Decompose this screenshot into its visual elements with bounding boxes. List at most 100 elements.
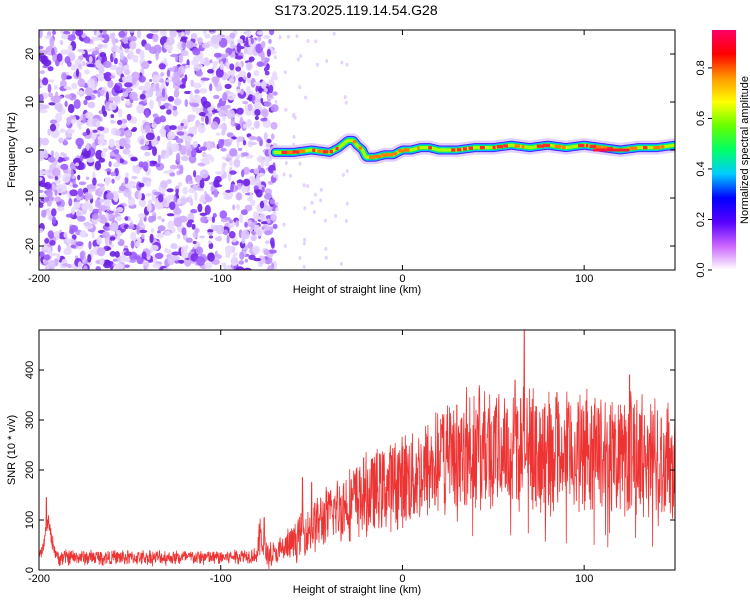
ridge-peak xyxy=(329,150,333,154)
noise-blob xyxy=(47,83,52,93)
noise-blob xyxy=(93,30,97,36)
noise-blob xyxy=(140,61,150,70)
noise-blob xyxy=(39,70,46,74)
noise-blob xyxy=(124,82,133,88)
noise-blob xyxy=(151,194,156,202)
noise-blob xyxy=(268,38,272,44)
noise-blob xyxy=(39,170,45,175)
noise-blob xyxy=(170,143,180,153)
figure-title: S173.2025.119.14.54.G28 xyxy=(274,2,437,18)
noise-blob xyxy=(207,229,214,233)
y-tick-label: 300 xyxy=(24,411,36,429)
noise-blob xyxy=(52,216,57,225)
noise-blob xyxy=(75,68,80,78)
noise-blob xyxy=(252,245,261,255)
noise-blob xyxy=(224,83,232,89)
noise-blob xyxy=(48,235,54,239)
noise-blob xyxy=(102,30,107,36)
noise-blob xyxy=(343,95,347,100)
noise-blob xyxy=(310,200,314,205)
noise-blob xyxy=(136,254,144,265)
noise-blob xyxy=(172,85,179,89)
noise-blob xyxy=(156,233,164,239)
noise-blob xyxy=(167,220,175,230)
noise-blob xyxy=(39,251,45,258)
noise-blob xyxy=(282,172,286,177)
noise-blob xyxy=(159,105,166,110)
noise-blob xyxy=(272,71,278,79)
noise-blob xyxy=(69,189,78,197)
noise-blob xyxy=(189,180,194,184)
noise-blob xyxy=(71,206,76,215)
noise-blob xyxy=(241,230,250,240)
noise-blob xyxy=(178,259,185,264)
noise-blob xyxy=(253,257,262,262)
noise-blob xyxy=(113,194,119,203)
noise-blob xyxy=(244,46,248,55)
noise-blob xyxy=(226,234,230,244)
noise-blob xyxy=(149,79,153,82)
noise-blob xyxy=(213,179,220,188)
noise-blob xyxy=(275,174,279,179)
noise-blob xyxy=(124,129,133,139)
noise-blob xyxy=(228,231,236,239)
noise-blob xyxy=(200,77,210,81)
noise-blob xyxy=(247,219,253,225)
noise-blob xyxy=(192,47,201,56)
noise-blob xyxy=(266,48,271,57)
noise-blob xyxy=(108,161,112,168)
noise-blob xyxy=(130,232,137,241)
ridge-peak xyxy=(589,144,597,148)
noise-blob xyxy=(121,118,128,124)
noise-blob xyxy=(219,61,224,71)
noise-blob xyxy=(122,43,131,50)
noise-blob xyxy=(204,154,213,160)
noise-blob xyxy=(106,192,114,200)
noise-blob xyxy=(221,162,227,168)
noise-blob xyxy=(108,102,117,111)
noise-blob xyxy=(138,182,145,188)
noise-blob xyxy=(47,246,52,256)
y-tick-label: 20 xyxy=(24,48,36,60)
noise-blob xyxy=(247,196,252,202)
noise-blob xyxy=(145,132,155,141)
noise-blob xyxy=(195,149,203,154)
noise-blob xyxy=(345,201,349,206)
noise-blob xyxy=(201,115,205,122)
noise-blob xyxy=(71,64,76,71)
noise-blob xyxy=(270,214,276,221)
noise-blob xyxy=(47,79,55,83)
noise-blob xyxy=(193,94,199,99)
noise-blob xyxy=(179,164,184,175)
noise-blob xyxy=(82,113,86,124)
noise-blob xyxy=(84,69,90,75)
noise-blob xyxy=(77,215,86,222)
noise-blob xyxy=(126,113,132,121)
noise-blob xyxy=(324,255,328,260)
noise-blob xyxy=(266,218,271,224)
noise-blob xyxy=(231,262,238,266)
noise-blob xyxy=(219,210,228,219)
ridge-peak xyxy=(578,144,585,148)
noise-blob xyxy=(207,252,215,262)
noise-blob xyxy=(54,175,59,181)
noise-blob xyxy=(263,205,273,211)
noise-blob xyxy=(264,156,270,164)
noise-blob xyxy=(272,91,278,96)
noise-blob xyxy=(95,149,104,160)
noise-blob xyxy=(92,177,97,186)
noise-blob xyxy=(138,191,142,201)
noise-blob xyxy=(226,109,236,119)
noise-blob xyxy=(138,198,147,208)
noise-blob xyxy=(344,219,348,223)
noise-blob xyxy=(148,46,158,54)
ridge-peak xyxy=(312,148,316,152)
noise-blob xyxy=(263,101,272,107)
ridge-peak xyxy=(601,146,608,150)
noise-blob xyxy=(247,72,251,79)
noise-blob xyxy=(118,185,127,191)
noise-blob xyxy=(58,137,64,144)
noise-blob xyxy=(209,83,213,92)
noise-blob xyxy=(82,60,86,67)
